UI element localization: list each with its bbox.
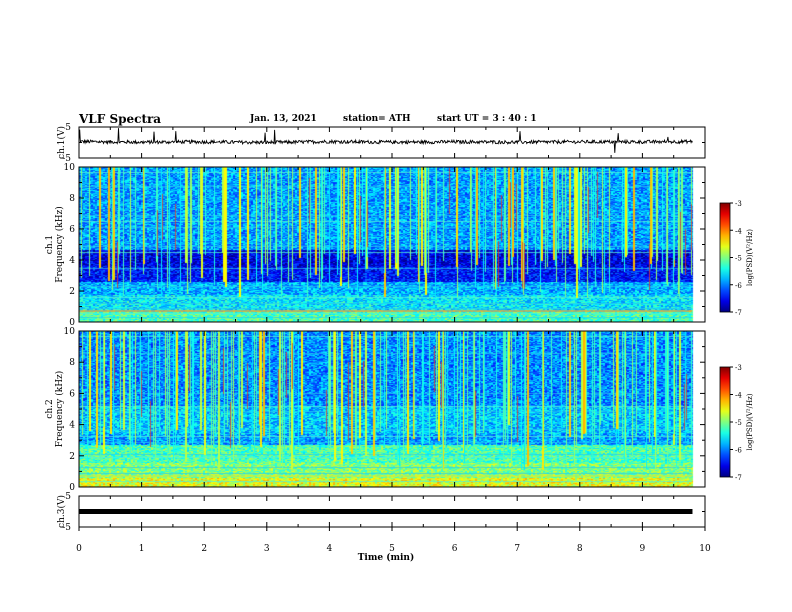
spectrogram-ch2-spectrogram: 0 2 4 6 8 10 ch.2 Frequency (kHz) -3 -4 -5 -6 -7 log(…	[45, 327, 754, 493]
y-tick-label: 4	[69, 421, 75, 431]
y-axis-label-frequency: Frequency (kHz)	[54, 206, 65, 283]
x-tick-label: 4	[327, 544, 333, 554]
y-tick-label: 8	[69, 358, 75, 368]
y-axis-label-frequency: Frequency (kHz)	[54, 371, 65, 448]
y-tick-label: 5	[65, 492, 71, 502]
colorbar-tick-label: -4	[735, 227, 742, 235]
waveform-ch1-waveform: 5 -5ch.1(V)	[56, 123, 706, 164]
x-axis-label: Time (min)	[358, 552, 415, 563]
x-tick-label: 3	[264, 544, 270, 554]
y-tick-label: 5	[65, 123, 71, 133]
x-tick-label: 1	[139, 544, 145, 554]
y-axis-label: ch.1(V)	[56, 126, 67, 159]
y-tick-label: 6	[69, 225, 75, 235]
y-tick-label: 2	[69, 287, 75, 297]
colorbar-tick-label: -3	[735, 200, 742, 208]
x-tick-label: 10	[699, 544, 711, 554]
colorbar	[719, 202, 731, 313]
x-tick-label: 2	[201, 544, 207, 554]
spectrogram-image	[79, 331, 705, 487]
date-label: Jan. 13, 2021	[250, 114, 317, 124]
y-tick-label: 10	[64, 327, 76, 337]
y-tick-label: 2	[69, 452, 75, 462]
x-tick-label: 7	[514, 544, 520, 554]
y-tick-label: -5	[62, 523, 71, 533]
waveform-line	[79, 509, 693, 514]
y-tick-label: -5	[62, 154, 71, 164]
y-axis-label-channel: ch.2	[45, 399, 55, 418]
x-tick-label: 5	[389, 544, 395, 554]
station-label: station= ATH	[343, 114, 411, 124]
colorbar-tick-label: -5	[735, 419, 742, 427]
y-axis-label: ch.3(V)	[56, 495, 67, 528]
colorbar-tick-label: -6	[735, 447, 742, 455]
spectrogram-image	[79, 167, 705, 322]
colorbar	[719, 366, 731, 478]
y-tick-label: 0	[69, 483, 75, 493]
colorbar-tick-label: -5	[735, 255, 742, 263]
x-tick-label: 8	[577, 544, 583, 554]
colorbar-label: log(PSD)(V²/Hz)	[746, 229, 754, 286]
colorbar-tick-label: -3	[735, 364, 742, 372]
x-tick-label: 6	[452, 544, 458, 554]
chart-title: VLF Spectra	[79, 112, 162, 126]
y-tick-label: 8	[69, 194, 75, 204]
colorbar-label: log(PSD)(V²/Hz)	[746, 393, 754, 450]
colorbar-tick-label: -6	[735, 282, 742, 290]
colorbar-tick-label: -7	[735, 309, 742, 317]
waveform-line	[78, 128, 693, 153]
x-tick-label: 0	[76, 544, 82, 554]
y-tick-label: 10	[64, 163, 76, 173]
colorbar-tick-label: -4	[735, 392, 742, 400]
y-tick-label: 0	[69, 318, 75, 328]
start-ut-label: start UT = 3 : 40 : 1	[437, 114, 537, 124]
spectrogram-ch1-spectrogram: 0 2 4 6 8 10 ch.1 Frequency (kHz) -3 -4 -5 -6 -7 log(…	[45, 163, 754, 328]
y-tick-label: 4	[69, 256, 75, 266]
colorbar-tick-label: -7	[735, 474, 742, 482]
y-axis-label-channel: ch.1	[45, 235, 55, 254]
waveform-ch3-waveform: 5 -5ch.3(V) 0 1 2 3 4 5 6 7 8 9 10 Time (min)	[56, 492, 711, 563]
x-tick-label: 9	[640, 544, 646, 554]
y-tick-label: 6	[69, 389, 75, 399]
